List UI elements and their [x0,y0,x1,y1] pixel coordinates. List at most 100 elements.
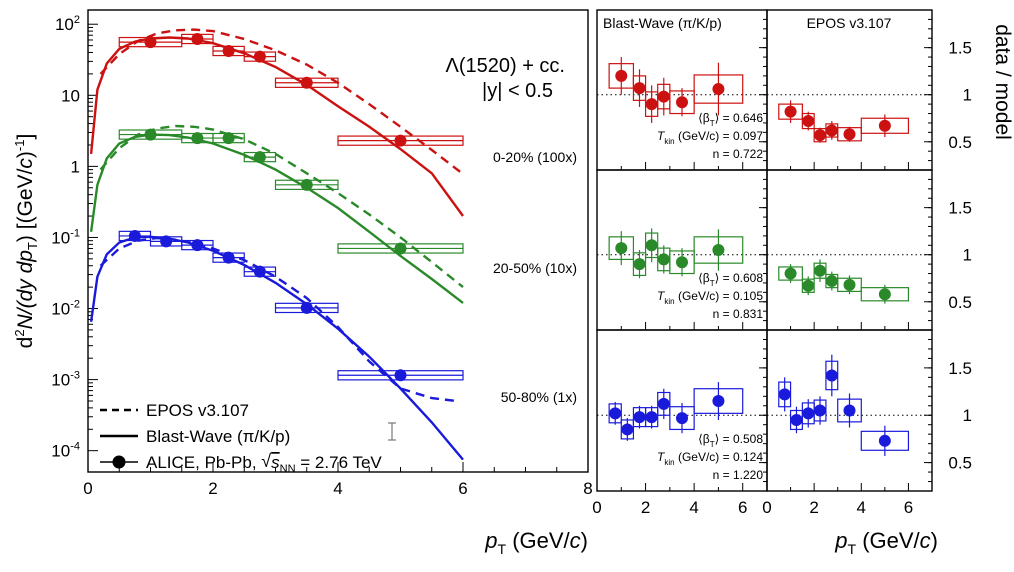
data-point [253,50,266,63]
ratio-data-point [802,115,815,128]
ratio-xlabel: pT (GeV/c) [834,528,938,557]
data-point [222,251,235,264]
blastwave-curve [89,235,464,461]
n-param-label: n = 1.220 [713,468,764,482]
legend-alice-label: ALICE, Pb-Pb, √sNN = 2.76 TeV [146,451,382,475]
series-label-0-20: 0-20% (100x) [493,149,577,165]
ratio-data-point [843,404,856,417]
ratio-data-point [657,397,670,410]
data-point [253,151,266,164]
ratio-frame [766,9,933,171]
spectra-legend: EPOS v3.107 Blast-Wave (π/K/p) ALICE, Pb… [100,401,382,475]
ratio-data-point [676,412,688,425]
ratio-x-tick-label: 4 [857,498,866,517]
ratio-data-point [615,242,628,255]
ratio-data-point [843,278,856,291]
spectra-y-tick-label: 102 [55,14,80,34]
beta-param-label: ⟨βT⟩ = 0.508 [698,432,763,449]
spectra-x-tick-label: 8 [583,479,592,498]
ratio-y-tick-label: 1.5 [948,359,972,378]
ratio-data-point [676,96,688,109]
data-point [394,369,407,382]
ratio-y-tick-label: 0.5 [948,293,972,312]
spectra-x-tick-label: 4 [333,479,342,498]
data-point [300,301,313,314]
data-point [300,76,313,89]
ratio-data-point [784,105,797,118]
n-param-label: n = 0.722 [713,147,764,161]
spectra-y-tick-label: 10-1 [51,227,80,247]
ratio-y-tick-label: 1 [963,86,972,105]
n-param-label: n = 0.831 [713,307,764,321]
blastwave-curve [89,133,464,304]
epos-curve [99,124,464,289]
ratio-x-tick-label: 6 [904,498,913,517]
spectra-y-tick-label: 1 [71,157,80,176]
spectra-y-tick-label: 10-4 [51,441,80,461]
legend-alice-marker [112,455,126,469]
ratio-data-point [633,258,646,271]
ratio-data-point [657,90,670,103]
ratio-data-point [645,411,658,424]
ratio-data-point [814,129,827,142]
ratio-data-point [784,267,797,280]
data-point [222,132,235,145]
tkin-param-label: Tkin (GeV/c) = 0.097 [657,129,763,146]
beta-param-label: ⟨βT⟩ = 0.646 [698,111,763,128]
ratio-panel-1-1: 0.5 1 1.5 [766,169,972,331]
ratio-data-point [645,239,658,252]
series-label-50-80: 50-80% (1x) [501,389,577,405]
data-point [144,128,157,141]
ratio-data-point [825,369,838,382]
spectra-series-2 [89,229,464,461]
ratio-y-tick-label: 1.5 [948,39,972,58]
ratio-panel-1-0: 0.5 1 1.5 [766,9,972,171]
beta-param-label: ⟨βT⟩ = 0.608 [698,271,763,288]
spectra-x-tick-label: 0 [83,479,92,498]
data-point [128,229,141,242]
ratio-data-point [676,256,688,269]
data-point [191,132,204,145]
ratio-data-point [878,119,891,132]
ratio-data-point [621,423,634,436]
ratio-x-tick-label: 6 [738,498,747,517]
ratio-data-point [802,407,815,420]
data-point [253,265,266,278]
spectra-y-tick-label: 10-3 [51,370,80,390]
ratio-y-tick-label: 0.5 [948,133,972,152]
data-point [222,44,235,57]
ratio-data-point [814,264,827,277]
ratio-y-tick-label: 1 [963,246,972,265]
ratio-x-tick-label: 0 [592,498,601,517]
data-point [394,134,407,147]
ratio-data-point [878,434,891,447]
data-point [300,178,313,191]
tkin-param-label: Tkin (GeV/c) = 0.124 [657,450,763,467]
ratio-data-point [645,98,658,111]
spectra-title-line2: |y| < 0.5 [482,80,553,102]
ratio-data-point [712,395,725,408]
ratio-ylabel: data / model [991,24,1014,140]
ratio-frame [766,169,933,331]
ratio-column-title-epos: EPOS v3.107 [807,15,892,31]
spectra-ticks: 0 2 4 6 8 102 10 1 10-1 10-2 10-3 10-4 [51,14,592,498]
ratio-x-tick-label: 2 [809,498,818,517]
ratio-data-point [609,407,622,420]
ratio-data-point [802,279,815,292]
ratio-data-point [615,69,628,82]
ratio-panel-1-2: 0 2 4 6 0.5 1 1.5 [762,329,972,517]
legend-blastwave-label: Blast-Wave (π/K/p) [146,427,290,446]
ratio-data-point [878,288,891,301]
spectra-title-line1: Λ(1520) + cc. [445,55,565,77]
spectra-series [89,28,464,461]
data-point [144,36,157,49]
spectra-series-0 [89,28,464,217]
legend-epos-label: EPOS v3.107 [146,401,249,420]
ratio-frame [766,329,933,492]
ratio-data-point [843,128,856,141]
ratio-y-tick-label: 1.5 [948,199,972,218]
spectra-panel: 0 2 4 6 8 102 10 1 10-1 10-2 10-3 10-4 Λ(1520) + cc… [12,9,593,557]
